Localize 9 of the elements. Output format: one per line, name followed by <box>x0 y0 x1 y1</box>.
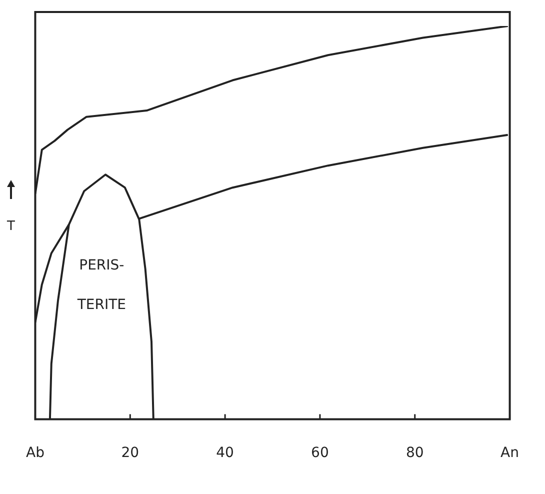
annotation: PERIS- <box>79 257 124 274</box>
annotation: TERITE <box>76 296 126 313</box>
x-tick-label: 40 <box>216 445 234 462</box>
y-axis-title: T <box>6 218 16 234</box>
x-tick-label: 20 <box>121 445 140 462</box>
x-tick-label: 60 <box>311 445 329 462</box>
x-tick-label: An <box>500 445 519 462</box>
x-tick-label: Ab <box>26 445 45 462</box>
x-tick-label: 80 <box>406 445 424 462</box>
